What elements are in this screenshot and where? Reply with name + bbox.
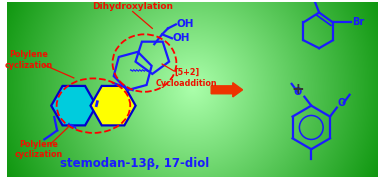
- Polygon shape: [90, 86, 136, 125]
- Text: O: O: [294, 87, 302, 97]
- Text: OH: OH: [177, 19, 194, 29]
- Text: OH: OH: [173, 33, 191, 43]
- Polygon shape: [51, 86, 96, 125]
- Text: +: +: [291, 82, 304, 97]
- Text: Dihydroxylation: Dihydroxylation: [92, 2, 173, 11]
- Text: Br: Br: [353, 17, 365, 27]
- Text: stemodan-13β, 17-diol: stemodan-13β, 17-diol: [60, 157, 209, 170]
- FancyArrow shape: [211, 83, 243, 97]
- Text: [5+2]
Cycloaddition: [5+2] Cycloaddition: [156, 68, 217, 88]
- Text: O: O: [338, 98, 346, 108]
- Text: Polylene
cyclization: Polylene cyclization: [5, 50, 53, 70]
- Text: Polylene
cyclization: Polylene cyclization: [14, 139, 63, 159]
